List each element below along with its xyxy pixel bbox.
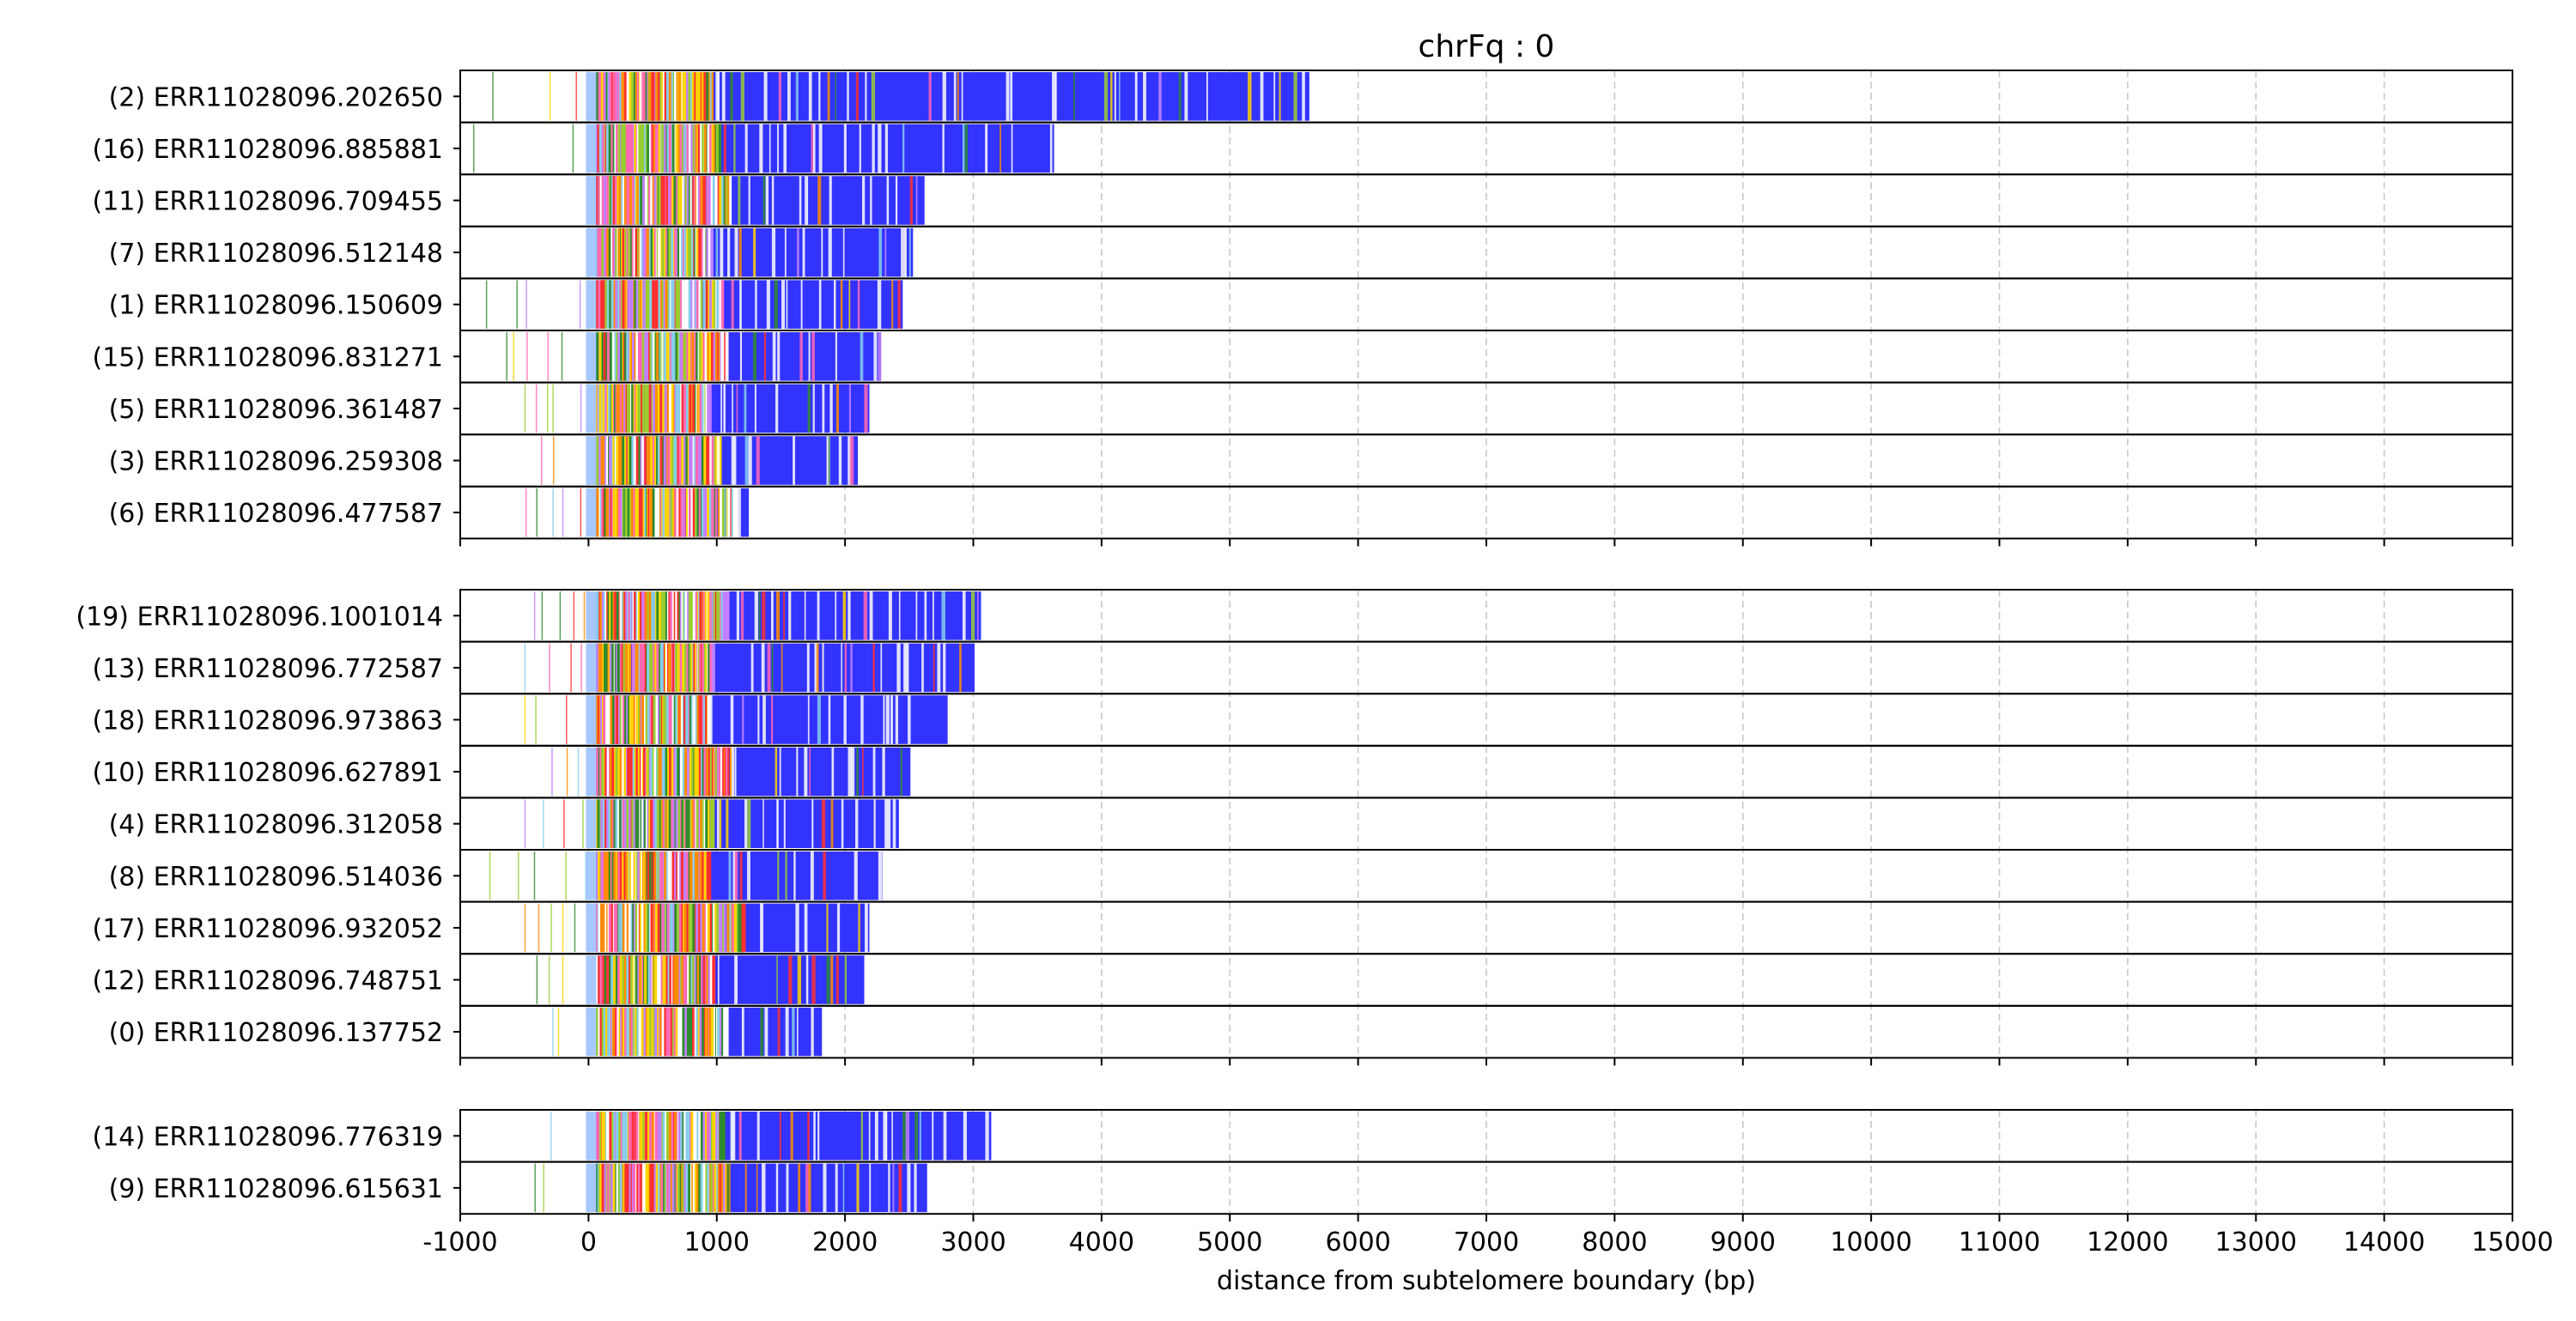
read-label: (12) ERR11028096.748751	[92, 967, 443, 997]
read-labels: (2) ERR11028096.202650 (16) ERR11028096.8…	[76, 82, 443, 1204]
read-bar	[524, 384, 870, 433]
x-tick-label: 3000	[940, 1227, 1005, 1257]
read-label: (18) ERR11028096.973863	[92, 706, 443, 736]
x-tick-label: 7000	[1454, 1227, 1519, 1257]
read-label: (19) ERR11028096.1001014	[76, 602, 443, 632]
x-tick-label: 13000	[2215, 1227, 2297, 1257]
read-label: (17) ERR11028096.932052	[92, 914, 443, 944]
read-bar	[573, 176, 925, 225]
read-label: (2) ERR11028096.202650	[109, 82, 443, 112]
read-label: (14) ERR11028096.776319	[92, 1122, 443, 1152]
x-tick-label: 11000	[1959, 1227, 2040, 1257]
read-label: (10) ERR11028096.627891	[92, 758, 443, 788]
read-bar	[550, 1112, 992, 1160]
x-tick-label: 0	[580, 1227, 597, 1257]
read-label: (3) ERR11028096.259308	[109, 447, 443, 477]
x-tick-label: 2000	[812, 1227, 878, 1257]
read-bar	[489, 851, 883, 900]
read-label: (4) ERR11028096.312058	[109, 810, 443, 840]
read-bar	[524, 799, 899, 848]
read-bar	[552, 1007, 823, 1057]
read-label: (16) ERR11028096.885881	[92, 135, 443, 165]
read-bar	[472, 124, 1054, 173]
read-bar	[524, 643, 975, 693]
x-tick-label: 15000	[2471, 1227, 2553, 1257]
x-tick-label: 9000	[1710, 1227, 1776, 1257]
x-tick-label: 14000	[2343, 1227, 2425, 1257]
x-tick-label: 8000	[1582, 1227, 1647, 1257]
read-label: (1) ERR11028096.150609	[109, 291, 443, 321]
read-label: (0) ERR11028096.137752	[109, 1018, 443, 1048]
chart-title: chrFq : 0	[1419, 29, 1555, 64]
x-axis-label: distance from subtelomere boundary (bp)	[1217, 1266, 1756, 1296]
read-bar	[540, 436, 859, 485]
read-bar	[586, 227, 914, 277]
read-bar	[534, 1163, 927, 1213]
read-label: (7) ERR11028096.512148	[109, 239, 443, 269]
row-frames	[453, 70, 2513, 1215]
read-bar	[485, 280, 903, 329]
read-bar	[536, 955, 865, 1004]
read-label: (5) ERR11028096.361487	[109, 395, 443, 425]
read-label: (8) ERR11028096.514036	[109, 862, 443, 892]
x-tick-label: 12000	[2087, 1227, 2168, 1257]
read-label: (13) ERR11028096.772587	[92, 654, 443, 684]
read-bar	[524, 695, 948, 744]
read-label: (11) ERR11028096.709455	[92, 187, 443, 217]
x-tick-label: 4000	[1069, 1227, 1134, 1257]
read-bar	[492, 72, 1309, 121]
read-bar	[498, 332, 882, 381]
x-tick-label: 5000	[1197, 1227, 1262, 1257]
read-bar	[524, 903, 870, 953]
x-tick-label: -1000	[422, 1227, 497, 1257]
read-bar	[525, 488, 750, 537]
x-tick-label: 6000	[1325, 1227, 1390, 1257]
read-bars	[472, 72, 1309, 1213]
read-label: (15) ERR11028096.831271	[92, 342, 443, 373]
x-tick-label: 1000	[684, 1227, 750, 1257]
x-axis: -1000 0 1000 2000 3000 4000 5000 6000 7000 8000 90…	[422, 538, 2554, 1257]
x-tick-label: 10000	[1830, 1227, 1911, 1257]
read-label: (9) ERR11028096.615631	[109, 1174, 443, 1204]
read-bar	[533, 591, 981, 640]
read-label: (6) ERR11028096.477587	[109, 499, 443, 529]
read-bar	[551, 747, 911, 797]
